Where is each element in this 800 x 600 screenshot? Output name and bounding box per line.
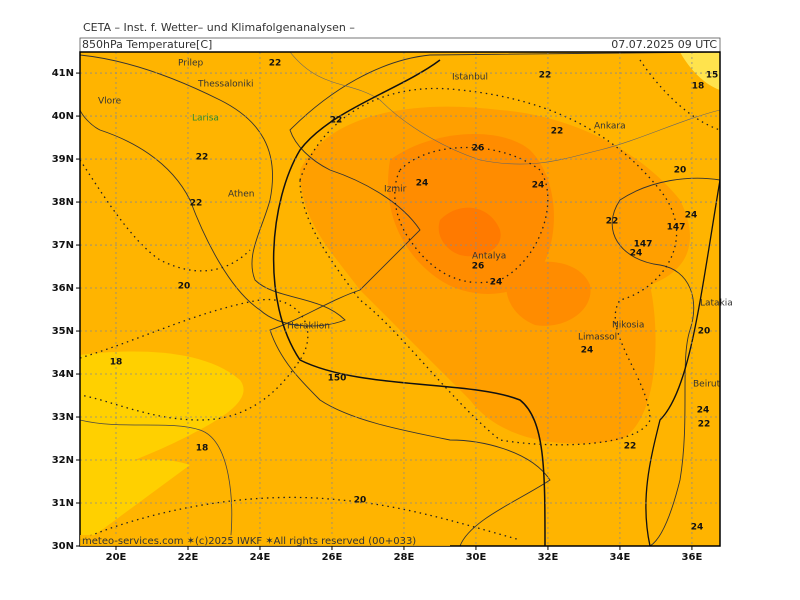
contour-label: 24 <box>490 278 503 288</box>
lon-tick-label: 34E <box>610 552 631 563</box>
contour-label: 24 <box>532 181 545 191</box>
contour-label: 20 <box>674 166 687 176</box>
lat-tick-label: 40N <box>52 111 74 122</box>
city-label: Antalya <box>472 252 506 262</box>
contour-label: 150 <box>328 374 347 384</box>
contour-label: 147 <box>634 240 653 250</box>
city-label: Ankara <box>594 122 626 132</box>
lon-tick-label: 22E <box>178 552 199 563</box>
contour-label: 26 <box>472 144 485 154</box>
city-label: Limassol <box>578 333 617 343</box>
footer-bg <box>80 535 450 546</box>
isotherms <box>80 59 720 541</box>
city-label: Istanbul <box>452 73 488 83</box>
lon-tick-label: 36E <box>682 552 703 563</box>
coastline <box>80 52 720 546</box>
lon-tick-label: 32E <box>538 552 559 563</box>
contour-label: 26 <box>472 262 485 272</box>
lat-tick-label: 30N <box>52 541 74 552</box>
contour-label: 24 <box>685 211 698 221</box>
contour-label: 22 <box>606 217 619 227</box>
contour-label: 18 <box>110 358 123 368</box>
contour-label: 24 <box>630 249 643 259</box>
footer: meteo-services.com ✶(c)2025 IWKF ✶All ri… <box>82 536 416 547</box>
city-label: Prilep <box>178 59 204 69</box>
contour-label: 18 <box>196 444 209 454</box>
contour-label: 22 <box>551 127 564 137</box>
contour-label: 15 <box>706 71 719 81</box>
map-area <box>80 52 720 546</box>
map-title: 850hPa Temperature[C] <box>82 38 212 51</box>
contour-label: 22 <box>190 199 203 209</box>
isoline-150 <box>645 179 720 546</box>
cool-area <box>680 52 720 90</box>
lat-tick-label: 41N <box>52 68 74 79</box>
cool-area <box>80 351 244 480</box>
contour-label: 22 <box>698 420 711 430</box>
contour-label: 20 <box>178 282 191 292</box>
institute: CETA – Inst. f. Wetter– und Klimafolgena… <box>83 21 355 34</box>
lat-tick-label: 32N <box>52 455 74 466</box>
city-label: Vlore <box>98 97 122 107</box>
city-label: Nikosia <box>612 321 644 331</box>
contour-label: 147 <box>667 223 686 233</box>
warm-core <box>438 207 501 257</box>
contour-label: 24 <box>581 346 594 356</box>
lat-tick-label: 35N <box>52 326 74 337</box>
contour-label: 24 <box>691 523 704 533</box>
warm-core <box>506 261 591 326</box>
isoline-150 <box>272 59 546 546</box>
border <box>80 419 233 546</box>
lat-tick-label: 34N <box>52 369 74 380</box>
city-label: Izmir <box>384 185 407 195</box>
city-label: Beirut <box>693 380 721 390</box>
contour-label: 24 <box>697 406 710 416</box>
city-label: Athen <box>228 190 254 200</box>
contour-label: 20 <box>698 327 711 337</box>
contour-label: 24 <box>416 179 429 189</box>
contour-label: 22 <box>269 59 282 69</box>
lon-tick-label: 24E <box>250 552 271 563</box>
border <box>289 52 720 165</box>
lon-tick-label: 28E <box>394 552 415 563</box>
lon-tick-label: 30E <box>466 552 487 563</box>
city-label: Heraklion <box>287 322 330 332</box>
contour-label: 18 <box>692 82 705 92</box>
city-label: Latakia <box>700 299 733 309</box>
labels: Prilep Thessaloniki Vlore Larisa Athen Izmir I… <box>98 59 733 533</box>
city-label: Thessaloniki <box>197 80 254 90</box>
contour-label: 20 <box>354 496 367 506</box>
city-label: Larisa <box>192 114 219 124</box>
contour-label: 22 <box>330 116 343 126</box>
contour-label: 22 <box>539 71 552 81</box>
contour-label: 22 <box>624 442 637 452</box>
lon-tick-label: 26E <box>322 552 343 563</box>
lat-tick-label: 39N <box>52 154 74 165</box>
lat-tick-label: 31N <box>52 498 74 509</box>
lon-tick-label: 20E <box>106 552 127 563</box>
lat-tick-label: 38N <box>52 197 74 208</box>
lat-tick-label: 33N <box>52 412 74 423</box>
valid-time: 07.07.2025 09 UTC <box>611 38 717 51</box>
contour-label: 22 <box>196 153 209 163</box>
lat-tick-label: 37N <box>52 240 74 251</box>
lat-tick-label: 36N <box>52 283 74 294</box>
